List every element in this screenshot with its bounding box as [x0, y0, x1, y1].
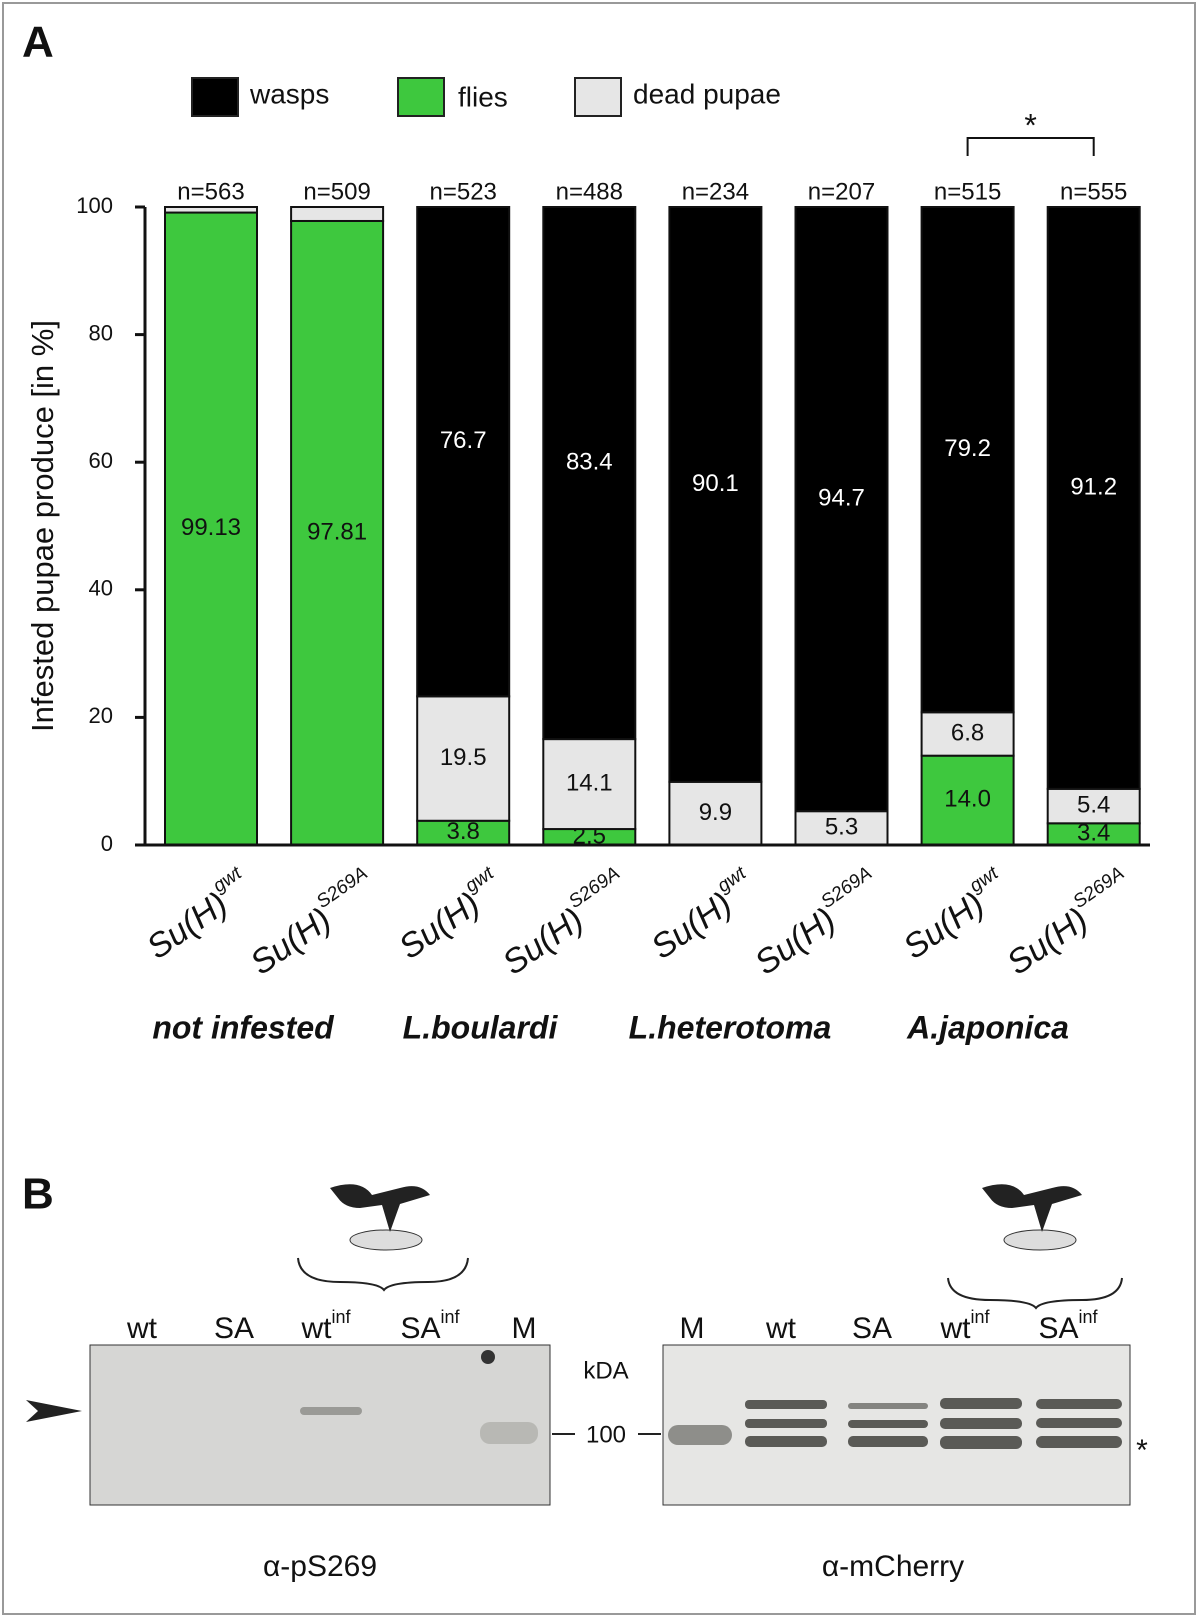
value-label: 5.4 [1077, 791, 1110, 818]
lane-text: SA [214, 1312, 254, 1345]
value-label: 9.9 [699, 799, 732, 826]
blot-speck [481, 1350, 495, 1364]
blot-band [480, 1422, 538, 1444]
marker-unit: kDA [583, 1357, 628, 1384]
y-tick-label: 0 [101, 831, 113, 856]
blot-left [90, 1345, 550, 1505]
lane-label: wt [765, 1312, 797, 1345]
value-label: 91.2 [1070, 473, 1117, 500]
figure: A B Infested pupae produce [in %] kDA 10… [0, 0, 1198, 1617]
lane-label: M [680, 1312, 705, 1345]
y-axis-label: Infested pupae produce [in %] [25, 320, 60, 732]
lane-text: wt [300, 1312, 332, 1345]
significance-label: * [1024, 107, 1036, 143]
value-label: 3.8 [447, 818, 480, 845]
band-note: * [1136, 1434, 1148, 1467]
lane-label: wt [126, 1312, 158, 1345]
lane-label: M [512, 1312, 537, 1345]
lane-text: SA [400, 1312, 440, 1345]
n-label: n=509 [303, 178, 370, 205]
blot-band [668, 1425, 732, 1445]
legend-swatch [398, 78, 444, 116]
lane-text: wt [765, 1312, 797, 1345]
n-label: n=207 [808, 178, 875, 205]
group-label: L.boulardi [403, 1009, 559, 1045]
legend-label: wasps [249, 78, 329, 109]
marker-label: 100 [586, 1421, 626, 1448]
value-label: 97.81 [307, 518, 367, 545]
panel-label: A [22, 18, 54, 67]
lane-text: wt [126, 1312, 158, 1345]
lane-sup: inf [441, 1307, 461, 1327]
n-label: n=555 [1060, 178, 1127, 205]
antibody-label: α-pS269 [263, 1550, 377, 1583]
lane-sup: inf [1079, 1307, 1099, 1327]
group-label: L.heterotoma [629, 1009, 832, 1045]
n-label: n=488 [556, 178, 623, 205]
blot-band [300, 1407, 362, 1415]
lane-sup: inf [970, 1307, 990, 1327]
lane-text: SA [1038, 1312, 1078, 1345]
value-label: 76.7 [440, 427, 487, 454]
legend-label: flies [458, 81, 508, 112]
legend-swatch [192, 78, 238, 116]
value-label: 83.4 [566, 448, 613, 475]
bar-segment [291, 207, 383, 221]
panel-label: B [22, 1170, 54, 1219]
y-tick-label: 20 [89, 703, 113, 728]
n-label: n=523 [429, 178, 496, 205]
legend-swatch [575, 78, 621, 116]
lane-text: M [680, 1312, 705, 1345]
n-label: n=515 [934, 178, 1001, 205]
bar-segment [165, 207, 257, 213]
y-tick-label: 100 [76, 193, 113, 218]
antibody-label: α-mCherry [822, 1550, 964, 1583]
n-label: n=234 [682, 178, 749, 205]
lane-text: M [512, 1312, 537, 1345]
value-label: 90.1 [692, 470, 739, 497]
value-label: 6.8 [951, 719, 984, 746]
lane-text: wt [939, 1312, 971, 1345]
value-label: 14.1 [566, 769, 613, 796]
y-tick-label: 40 [89, 576, 113, 601]
value-label: 5.3 [825, 813, 858, 840]
value-label: 79.2 [944, 435, 991, 462]
group-label: not infested [152, 1009, 335, 1045]
legend-label: dead pupae [633, 78, 781, 109]
value-label: 19.5 [440, 744, 487, 771]
n-label: n=563 [177, 178, 244, 205]
value-label: 94.7 [818, 484, 865, 511]
value-label: 14.0 [944, 786, 991, 813]
y-tick-label: 80 [89, 320, 113, 345]
lane-sup: inf [331, 1307, 351, 1327]
y-tick-label: 60 [89, 448, 113, 473]
lane-label: SA [214, 1312, 254, 1345]
value-label: 99.13 [181, 514, 241, 541]
group-label: A.japonica [906, 1009, 1069, 1045]
lane-text: SA [852, 1312, 892, 1345]
lane-label: SA [852, 1312, 892, 1345]
